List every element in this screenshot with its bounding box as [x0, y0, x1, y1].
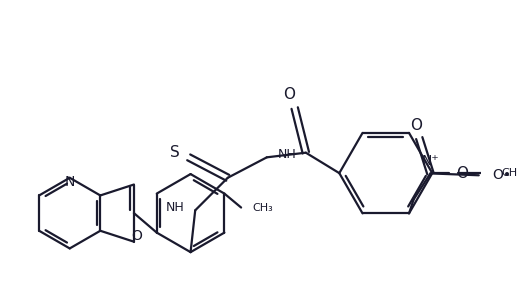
Text: N: N — [65, 176, 75, 189]
Text: N⁺: N⁺ — [421, 154, 439, 168]
Text: NH: NH — [165, 201, 184, 214]
Text: NH: NH — [278, 148, 297, 161]
Text: O: O — [283, 88, 295, 102]
Text: S: S — [170, 145, 179, 160]
Text: O•: O• — [492, 168, 511, 182]
Text: CH₃: CH₃ — [501, 168, 517, 178]
Text: CH₃: CH₃ — [252, 203, 273, 213]
Text: O: O — [131, 229, 142, 243]
Text: O: O — [457, 166, 468, 181]
Text: O: O — [410, 118, 422, 132]
